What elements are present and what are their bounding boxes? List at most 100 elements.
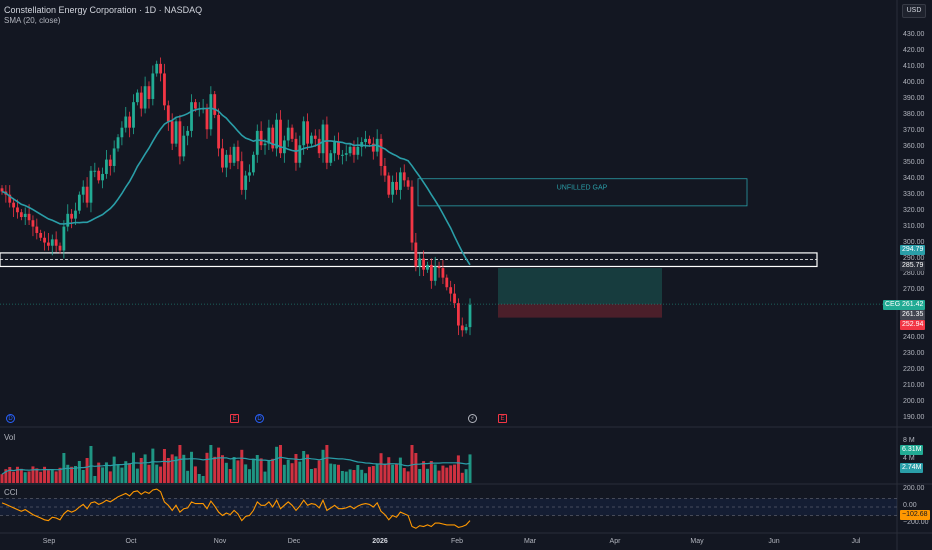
volume-bar [170,454,174,483]
volume-bar [116,464,120,483]
volume-bar [232,457,236,483]
candle-body [132,102,135,128]
volume-bar [306,454,310,483]
price-tick: 270.00 [903,286,925,294]
candle-body [437,266,441,269]
volume-bar [456,455,460,483]
candle-body [62,226,66,251]
candle-body [108,159,112,166]
earnings-marker[interactable]: E [498,414,507,423]
volume-bar [151,448,155,483]
candle-body [16,207,19,213]
volume-bar [166,458,170,483]
candle-body [271,127,275,149]
volume-bar [4,469,8,483]
currency-button[interactable]: USD [902,4,926,18]
candle-body [368,138,371,144]
volume-pane-label[interactable]: Vol [4,433,16,442]
volume-bar [186,470,190,483]
volume-bar [31,466,35,483]
earnings-marker[interactable]: E [230,414,239,423]
split-marker[interactable]: ⚡ [468,414,477,423]
unfilled-gap-box [417,178,748,207]
candle-body [371,143,375,152]
volume-bar [267,461,271,483]
candle-body [263,143,267,146]
candle-body [54,239,58,246]
candle-body [97,170,101,181]
price-tick: 390.00 [903,94,925,102]
candle-body [379,138,383,166]
candle-body [85,186,89,203]
volume-bar [39,471,43,483]
volume-bar [73,466,77,483]
volume-bar [422,461,426,483]
candle-body [112,148,116,166]
candle-body [23,213,27,218]
candle-body [170,121,174,144]
volume-ma-line [1,456,471,475]
price-tick: 410.00 [903,63,925,71]
candle-body [116,137,120,149]
candle-body [329,153,333,163]
volume-bar [402,468,406,483]
candle-body [333,142,337,154]
volume-bar [313,468,317,483]
volume-bar [139,458,143,483]
candle-body [402,172,406,181]
candle-body [224,154,228,168]
volume-bar [251,458,255,483]
sma-indicator-label[interactable]: SMA (20, close) [4,16,61,25]
volume-bar [414,453,418,483]
volume-bar [89,446,93,483]
candle-body [186,130,190,136]
time-label: Feb [450,538,464,545]
dividend-marker[interactable]: D [6,414,15,423]
candle-body [0,188,4,192]
volume-bar [112,456,116,483]
volume-bar [135,468,139,483]
volume-bar [220,455,224,483]
candle-body [348,146,352,154]
volume-bar [93,476,97,483]
volume-bar [298,461,302,483]
volume-bar [317,460,321,483]
price-tick: 430.00 [903,31,925,39]
price-tick: 370.00 [903,126,925,134]
candle-body [310,135,313,144]
sma-price-tag: 294.79 [900,245,926,255]
ticker-tag: CEG [883,300,903,310]
candle-body [19,212,23,218]
candle-body [139,92,143,109]
volume-bar [213,456,217,483]
candle-body [31,220,35,227]
volume-bar [0,474,4,483]
volume-bar [244,464,248,483]
cci-pane-label[interactable]: CCI [4,488,18,497]
volume-bar [23,472,27,483]
volume-bar [375,463,379,483]
price-tick: 240.00 [903,334,925,342]
volume-bar [81,470,85,483]
volume-bar [464,469,468,483]
price-tick: 360.00 [903,142,925,150]
volume-bar [340,471,344,483]
volume-bar [360,469,364,483]
price-tick: 230.00 [903,350,925,358]
volume-bar [217,447,221,483]
dividend-marker[interactable]: D [255,414,264,423]
candle-body [259,130,263,146]
symbol-title[interactable]: Constellation Energy Corporation · 1D · … [4,5,203,15]
last-price-tag: 261.42 [900,300,926,310]
volume-bar [143,454,147,483]
candle-body [77,194,81,211]
volume-bar [43,466,47,483]
price-tick: 290.00 [903,254,925,262]
volume-bar [101,467,105,483]
volume-bar [108,471,112,483]
volume-bar [182,454,186,483]
volume-bar [406,471,410,483]
candle-body [128,116,132,128]
volume-bar [46,470,50,483]
